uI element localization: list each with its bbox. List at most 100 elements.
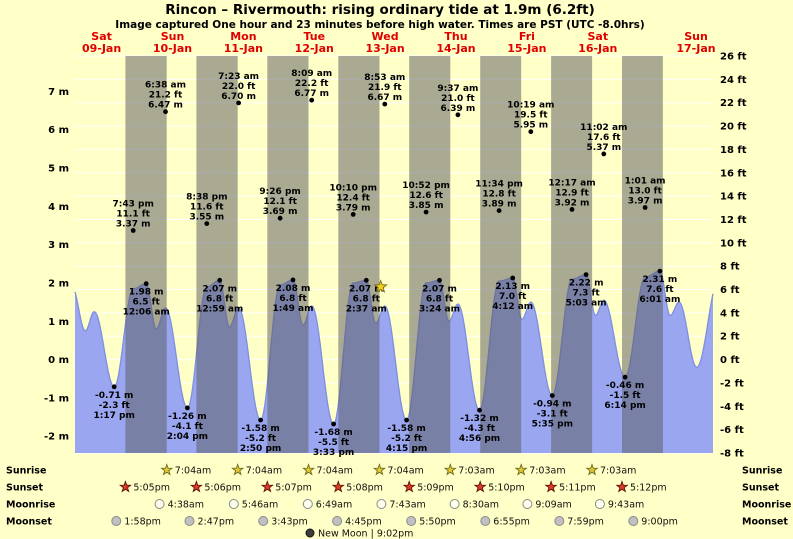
tide-point-label: -4.1 ft	[172, 422, 204, 432]
tide-point-dot	[437, 277, 442, 283]
moonrise-icon	[594, 499, 605, 509]
page-title: Rincon – Rivermouth: rising ordinary tid…	[165, 2, 595, 18]
sunset-time-label: 5:12pm	[630, 483, 667, 494]
tide-point-label: 10:52 pm	[402, 181, 450, 191]
moonset-icon	[480, 516, 491, 526]
moonrise-time-label: 7:43am	[389, 500, 425, 511]
tide-point-label: 2.13 m	[495, 282, 530, 292]
tide-point-label: -1.26 m	[168, 412, 206, 422]
tide-point-label: 3.97 m	[628, 197, 663, 207]
tide-point-dot	[477, 407, 482, 413]
y-axis-label-right: 24 ft	[720, 75, 747, 86]
tide-point-label: 3:33 pm	[313, 448, 354, 458]
tide-point-label: 7:43 pm	[113, 200, 154, 210]
tide-point-label: -1.58 m	[241, 424, 279, 434]
y-axis-label-right: 12 ft	[720, 215, 747, 226]
tide-point-label: 3.89 m	[482, 200, 517, 210]
tide-point-dot	[510, 275, 516, 281]
y-axis-label-right: 4 ft	[720, 308, 740, 319]
tide-point-label: 6.47 m	[148, 101, 183, 111]
tide-point-label: 1:17 pm	[94, 411, 135, 421]
tide-point-label: 21.9 ft	[368, 83, 402, 93]
astro-row-label-right: Sunset	[742, 483, 779, 494]
tide-point-dot	[528, 129, 534, 135]
tide-point-label: 11:02 am	[580, 123, 627, 133]
sunset-time-label: 5:05pm	[133, 483, 170, 494]
tide-point-dot	[130, 228, 136, 233]
tide-point-label: 2.07 m	[349, 284, 384, 294]
sunset-star-icon	[189, 480, 203, 493]
moonset-time-label: 3:43pm	[271, 517, 308, 528]
tide-point-label: 2.07 m	[202, 284, 237, 294]
y-axis-label-right: 18 ft	[720, 145, 747, 156]
tide-point-label: 6.5 ft	[133, 298, 161, 308]
y-axis-label-right: -6 ft	[720, 425, 744, 436]
y-axis-label-right: 10 ft	[720, 238, 747, 249]
tide-point-label: 2.22 m	[569, 279, 604, 289]
tide-point-label: 6.39 m	[441, 104, 476, 114]
y-axis-label-right: -2 ft	[720, 378, 744, 389]
tide-point-label: -4.3 ft	[464, 424, 496, 434]
tide-point-label: 6.8 ft	[279, 294, 307, 304]
tide-point-label: -1.68 m	[314, 428, 352, 438]
tide-point-dot	[382, 101, 388, 107]
tide-point-label: 7:23 am	[218, 72, 259, 82]
tide-point-label: 3.55 m	[189, 213, 224, 223]
tide-point-label: 12.8 ft	[482, 190, 516, 200]
tide-point-label: 2.07 m	[422, 284, 457, 294]
tide-point-label: 2.31 m	[643, 275, 678, 285]
tide-point-label: 9:26 pm	[259, 187, 300, 197]
y-axis-label-right: 16 ft	[720, 168, 747, 179]
moonset-time-label: 5:50pm	[419, 517, 456, 528]
sunset-star-icon	[615, 480, 629, 493]
tide-point-label: 4:12 am	[492, 302, 533, 312]
tide-point-label: 22.0 ft	[222, 82, 256, 92]
tide-point-label: 1:49 am	[273, 304, 314, 314]
tide-point-label: 12.4 ft	[336, 193, 370, 203]
moonrise-time-label: 9:43am	[608, 500, 644, 511]
tide-point-label: 6:38 am	[145, 81, 186, 91]
tide-point-label: 21.2 ft	[149, 91, 183, 101]
night-band	[409, 56, 451, 453]
tide-point-label: 10:19 am	[507, 101, 554, 111]
moonrise-time-label: 5:46am	[242, 500, 278, 511]
sunrise-star-icon	[585, 463, 599, 476]
y-axis-label-right: -4 ft	[720, 402, 744, 413]
tide-point-label: 2.08 m	[276, 284, 311, 294]
sunset-star-icon	[331, 480, 345, 493]
moonrise-icon	[522, 499, 533, 509]
tide-point-label: 2:37 am	[346, 304, 387, 314]
sunrise-star-icon	[231, 463, 245, 476]
sunrise-time-label: 7:03am	[529, 466, 565, 477]
tide-point-label: 5:35 pm	[532, 420, 573, 430]
tide-point-label: 3.79 m	[336, 203, 371, 213]
y-axis-label-left: 3 m	[48, 240, 69, 251]
moonrise-icon	[302, 499, 313, 509]
tide-point-label: -2.3 ft	[99, 401, 131, 411]
tide-point-label: 19.5 ft	[514, 111, 548, 121]
tide-point-dot	[642, 205, 648, 210]
tide-point-label: 3.37 m	[116, 220, 151, 230]
tide-point-label: 7.3 ft	[572, 289, 600, 299]
tide-point-label: -5.2 ft	[245, 434, 277, 444]
y-axis-label-right: 6 ft	[720, 285, 740, 296]
sunrise-time-label: 7:04am	[246, 466, 282, 477]
tide-point-label: 8:53 am	[364, 73, 405, 83]
y-axis-label-right: -8 ft	[720, 449, 744, 460]
sunrise-star-icon	[372, 463, 387, 476]
tide-point-label: 6.77 m	[294, 89, 329, 99]
tide-point-label: -1.58 m	[387, 424, 425, 434]
tide-point-label: 5.95 m	[513, 121, 548, 131]
moonset-icon	[332, 516, 343, 526]
tide-point-label: -0.46 m	[606, 381, 644, 391]
tide-point-label: 12.1 ft	[263, 197, 297, 207]
tide-point-label: 3.69 m	[263, 207, 298, 217]
moonset-time-label: 7:59pm	[567, 517, 604, 528]
tide-point-label: -3.1 ft	[537, 410, 569, 420]
tide-point-dot	[290, 277, 296, 283]
tide-point-label: 3.85 m	[409, 201, 444, 211]
tide-point-label: 12:17 am	[548, 178, 595, 188]
astro-row-label-left: Sunrise	[6, 466, 46, 477]
tide-point-label: 5:03 am	[566, 299, 607, 309]
tide-point-label: 12:59 am	[196, 304, 243, 314]
